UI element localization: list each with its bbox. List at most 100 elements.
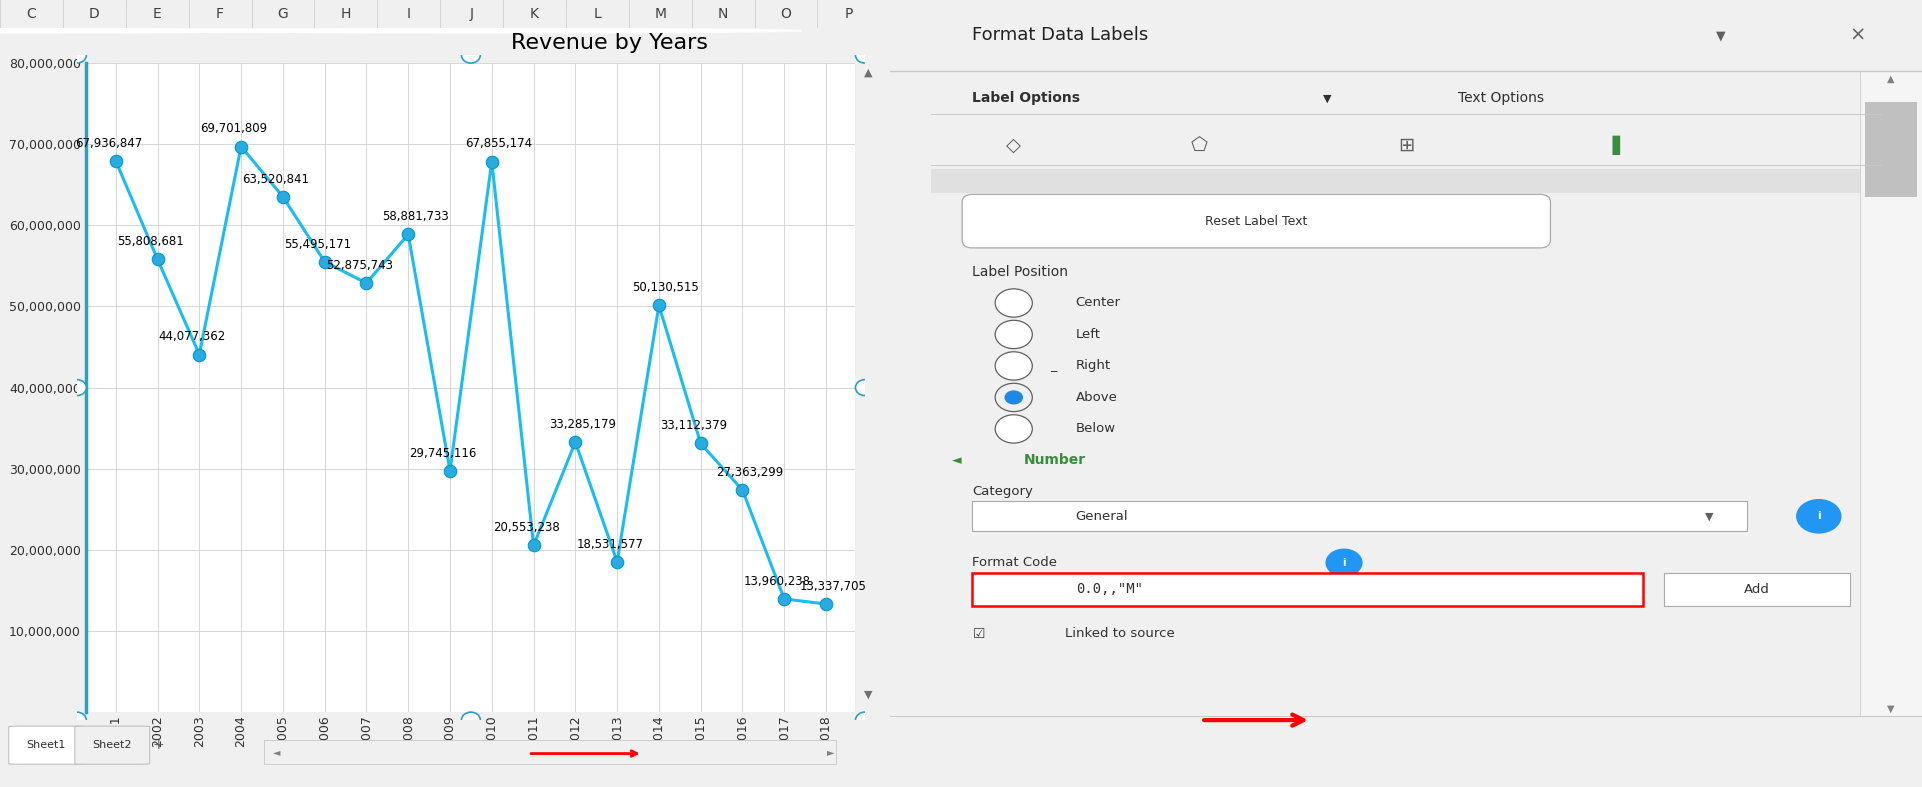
Text: 27,363,299: 27,363,299 — [715, 466, 782, 479]
Circle shape — [855, 47, 875, 63]
FancyBboxPatch shape — [973, 573, 1643, 606]
Circle shape — [461, 712, 480, 728]
FancyBboxPatch shape — [10, 726, 85, 764]
Text: General: General — [1076, 510, 1128, 523]
Text: 52,875,743: 52,875,743 — [327, 259, 392, 272]
Text: Linked to source: Linked to source — [1065, 627, 1174, 640]
Text: 58,881,733: 58,881,733 — [382, 210, 448, 224]
Circle shape — [996, 320, 1032, 349]
Text: 0.0,,"M": 0.0,,"M" — [1076, 582, 1144, 597]
FancyBboxPatch shape — [1664, 573, 1849, 606]
Text: ▲: ▲ — [1887, 74, 1895, 83]
Text: C: C — [27, 7, 37, 20]
Circle shape — [67, 712, 86, 728]
Text: Text Options: Text Options — [1457, 91, 1543, 105]
Text: ▐: ▐ — [1605, 136, 1620, 155]
Circle shape — [855, 712, 875, 728]
FancyBboxPatch shape — [75, 726, 150, 764]
Text: ▼: ▼ — [863, 690, 873, 700]
FancyBboxPatch shape — [963, 194, 1551, 248]
Circle shape — [0, 28, 311, 33]
Text: E: E — [154, 7, 161, 20]
Text: ▲: ▲ — [863, 68, 873, 77]
Text: Right: Right — [1076, 360, 1111, 372]
Text: J: J — [469, 7, 473, 20]
Text: 67,855,174: 67,855,174 — [465, 138, 532, 150]
Text: 63,520,841: 63,520,841 — [242, 172, 309, 186]
Circle shape — [1005, 390, 1023, 405]
Text: P: P — [844, 7, 853, 20]
Text: ◇: ◇ — [1007, 136, 1021, 155]
Text: 69,701,809: 69,701,809 — [200, 123, 267, 135]
Text: 29,745,116: 29,745,116 — [409, 447, 477, 460]
Text: K: K — [530, 7, 538, 20]
Text: M: M — [653, 7, 667, 20]
Text: 50,130,515: 50,130,515 — [632, 281, 700, 294]
Text: Sheet1: Sheet1 — [27, 740, 65, 750]
Circle shape — [67, 47, 86, 63]
Text: Below: Below — [1076, 423, 1117, 435]
Text: Label Options: Label Options — [973, 91, 1080, 105]
Title: Revenue by Years: Revenue by Years — [511, 33, 707, 53]
Text: ►: ► — [828, 747, 834, 757]
Text: ◄: ◄ — [951, 454, 961, 467]
Text: +: + — [152, 738, 163, 752]
Circle shape — [996, 289, 1032, 317]
Bar — [1864, 102, 1916, 197]
Text: i: i — [1342, 558, 1345, 567]
Text: Sheet2: Sheet2 — [92, 740, 133, 750]
Text: Format Code: Format Code — [973, 556, 1057, 569]
Text: L: L — [594, 7, 602, 20]
Circle shape — [996, 415, 1032, 443]
Text: D: D — [88, 7, 100, 20]
Text: F: F — [215, 7, 225, 20]
Text: ▼: ▼ — [1324, 94, 1332, 103]
Circle shape — [461, 47, 480, 63]
Text: Format Data Labels: Format Data Labels — [973, 27, 1149, 44]
Text: Add: Add — [1743, 583, 1770, 596]
Text: 67,936,847: 67,936,847 — [75, 137, 142, 150]
Text: O: O — [780, 7, 792, 20]
Text: 13,960,238: 13,960,238 — [744, 575, 811, 588]
Text: G: G — [277, 7, 288, 20]
Bar — [263, 740, 836, 763]
Bar — [1860, 71, 1922, 716]
Text: 33,285,179: 33,285,179 — [550, 418, 615, 431]
Text: Number: Number — [1024, 453, 1086, 467]
Text: ◄: ◄ — [273, 747, 281, 757]
Text: ▼: ▼ — [1887, 704, 1895, 713]
Text: 55,808,681: 55,808,681 — [117, 235, 185, 248]
Text: 20,553,238: 20,553,238 — [494, 521, 559, 534]
FancyBboxPatch shape — [973, 501, 1747, 531]
Text: Center: Center — [1076, 297, 1121, 309]
Text: Left: Left — [1076, 328, 1101, 341]
Text: Label Position: Label Position — [973, 264, 1069, 279]
Circle shape — [67, 379, 86, 396]
Text: Reset Label Text: Reset Label Text — [1205, 215, 1307, 227]
Text: 18,531,577: 18,531,577 — [577, 538, 644, 551]
Text: Category: Category — [973, 486, 1034, 498]
Text: ×: × — [1849, 26, 1866, 45]
Circle shape — [185, 28, 801, 33]
Bar — [930, 169, 1882, 193]
Text: 33,112,379: 33,112,379 — [659, 419, 727, 432]
Text: _: _ — [1049, 360, 1055, 372]
Circle shape — [855, 379, 875, 396]
Text: H: H — [340, 7, 352, 20]
Text: Above: Above — [1076, 391, 1117, 404]
Text: 13,337,705: 13,337,705 — [800, 580, 867, 593]
Text: i: i — [1816, 512, 1820, 521]
Bar — [890, 0, 1922, 71]
Text: 55,495,171: 55,495,171 — [284, 238, 352, 251]
Circle shape — [1795, 499, 1841, 534]
Text: ▼: ▼ — [1716, 29, 1726, 42]
Circle shape — [996, 352, 1032, 380]
Text: ⬠: ⬠ — [1192, 136, 1209, 155]
Text: N: N — [719, 7, 728, 20]
Text: ☑: ☑ — [973, 626, 984, 641]
Text: 44,077,362: 44,077,362 — [160, 331, 227, 343]
Text: ⊞: ⊞ — [1397, 136, 1415, 155]
Text: ▼: ▼ — [1705, 512, 1714, 521]
Text: I: I — [407, 7, 411, 20]
Circle shape — [1326, 549, 1363, 577]
